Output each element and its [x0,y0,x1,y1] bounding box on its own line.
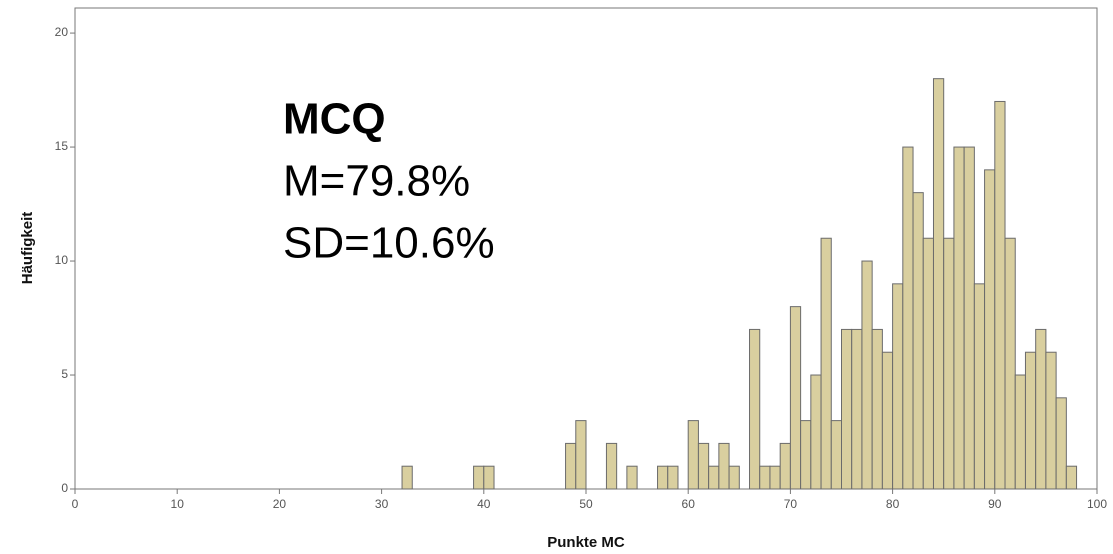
bar [851,328,863,490]
x-axis-label: Punkte MC [547,534,625,551]
y-tick-label: 0 [61,481,68,495]
annotation: SD=10.6% [283,219,495,268]
bar [483,465,495,490]
bar [1014,374,1026,490]
bar [984,169,996,490]
bar [718,442,730,490]
bar [749,328,761,490]
annotation: MCQ [283,95,386,144]
annotation: M=79.8% [283,157,470,206]
x-tick-label: 10 [171,497,185,511]
y-axis-label: Häufigkeit [19,212,36,285]
bar [728,465,740,490]
bar [687,420,699,490]
bar [861,260,873,490]
bar [789,306,802,490]
x-tick-label: 90 [988,497,1002,511]
bar [994,100,1006,490]
bar [922,237,934,490]
bar [973,283,986,490]
bar [1024,351,1037,490]
x-tick-label: 70 [784,497,798,511]
bar [697,442,710,490]
bar [565,442,577,490]
bar [881,351,894,490]
bar [575,420,587,490]
y-tick-label: 5 [61,367,68,381]
bar [626,465,638,490]
bar [932,78,945,490]
bar [912,192,924,490]
bar [1055,397,1067,490]
bar [943,237,955,490]
bar [1065,465,1078,490]
bar [779,442,791,490]
bar [810,374,822,490]
bar [1004,237,1016,490]
bar [473,465,485,490]
bar [401,465,413,490]
x-tick-label: 80 [886,497,900,511]
bar [800,420,812,490]
bar [769,465,781,490]
bar [708,465,720,490]
x-tick-label: 30 [375,497,389,511]
y-tick-label: 10 [55,253,69,267]
bar [953,146,965,490]
y-tick-label: 20 [55,25,69,39]
x-tick-label: 50 [579,497,593,511]
y-tick-label: 15 [55,139,69,153]
bar [605,442,618,490]
x-tick-label: 100 [1087,497,1107,511]
bar [830,420,843,490]
bar [759,465,771,490]
bar [820,237,832,490]
bar [1045,351,1057,490]
x-tick-label: 20 [273,497,287,511]
bar [667,465,679,490]
bar [902,146,914,490]
x-tick-label: 0 [72,497,79,511]
bar [963,146,975,490]
bar [657,465,669,490]
x-tick-label: 60 [682,497,696,511]
x-tick-label: 40 [477,497,491,511]
bar [892,283,904,490]
bar [1035,328,1047,490]
bar [871,328,883,490]
bar [841,328,853,490]
